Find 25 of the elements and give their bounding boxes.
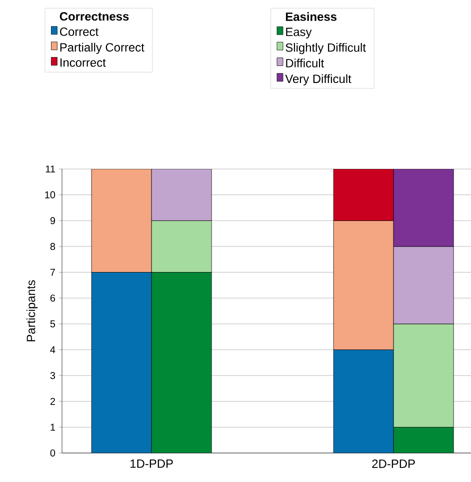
legend-label: Slightly Difficult [286, 43, 366, 54]
y-axis-title: Participants [26, 280, 38, 342]
bar [393, 426, 454, 453]
x-tick-label: 1D-PDP [130, 460, 173, 468]
legend-label: Easy [286, 28, 312, 39]
y-tick-label: 7 [50, 268, 55, 276]
y-tick-label: 5 [50, 320, 56, 328]
x-tick-label: 2D-PDP [372, 460, 415, 468]
legend-label: Incorrect [60, 58, 106, 67]
y-tick-label: 4 [50, 346, 56, 354]
y-tick-label: 11 [46, 166, 55, 172]
y-tick-label: 9 [50, 217, 56, 224]
y-tick-label: 10 [45, 191, 56, 198]
legend-label: Partially Correct [60, 42, 144, 54]
y-tick-label: 3 [50, 372, 56, 380]
legend-title: Correctness [60, 12, 129, 21]
y-tick-label: 6 [50, 294, 56, 302]
legend-label: Very Difficult [285, 74, 352, 86]
legend-label: Difficult [286, 58, 324, 68]
y-tick-label: 1 [50, 424, 55, 431]
y-tick-label: 2 [50, 398, 55, 405]
legend-label: Correct [60, 27, 98, 36]
y-tick-label: 0 [50, 449, 56, 457]
legend-title: Easiness [286, 12, 337, 21]
y-tick-label: 8 [50, 242, 56, 250]
